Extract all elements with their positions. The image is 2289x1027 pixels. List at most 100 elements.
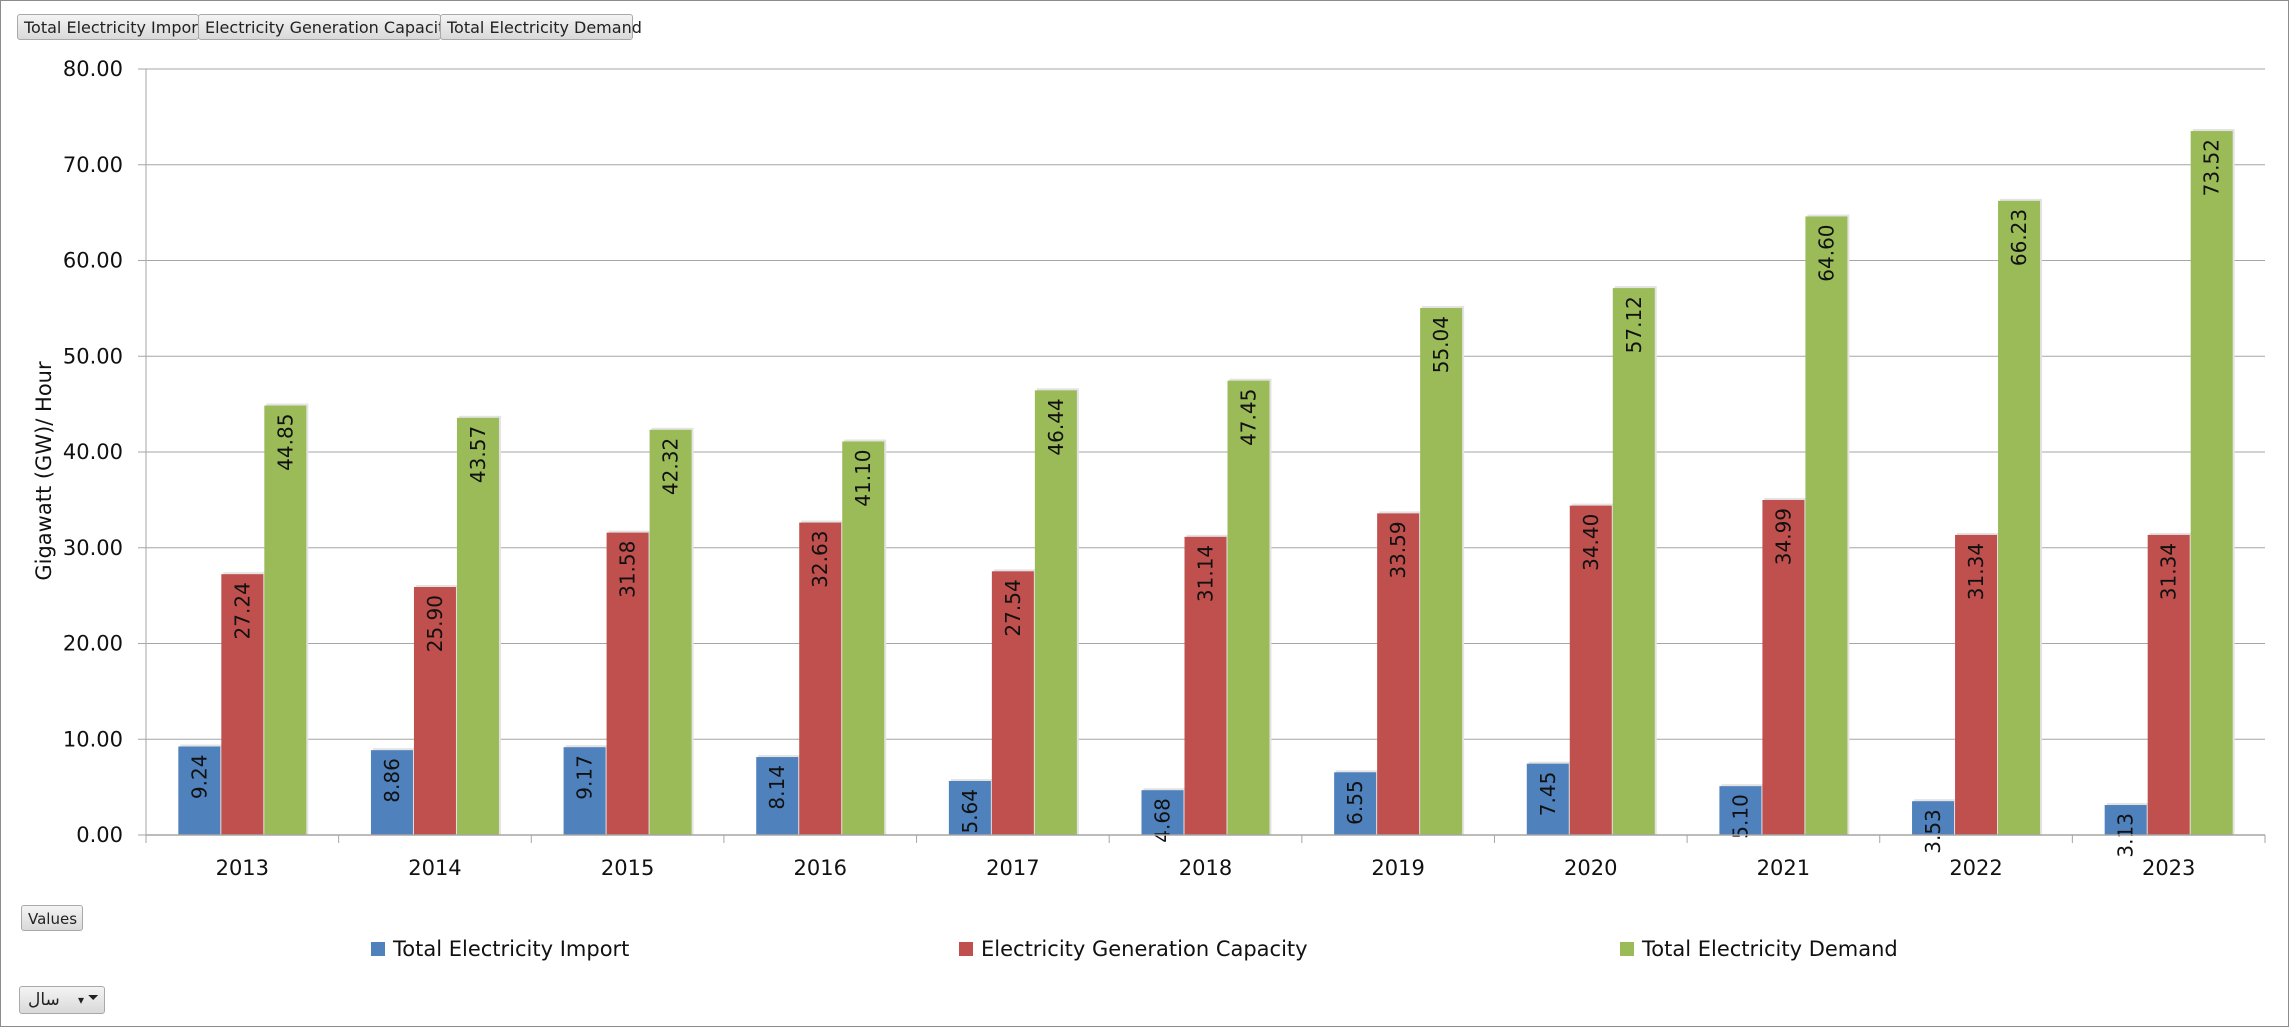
bar xyxy=(370,750,413,835)
year-filter-label: سال xyxy=(28,990,60,1010)
y-axis-title: Gigawatt (GW)/ Hour xyxy=(32,361,56,581)
data-label: 64.60 xyxy=(1814,224,1838,281)
x-tick-label: 2019 xyxy=(1371,856,1424,880)
bar xyxy=(1612,288,1655,835)
y-axis: 0.00 10.00 20.00 30.00 40.00 50.00 60.00 70.00 8… xyxy=(63,57,147,847)
data-label: 31.34 xyxy=(1964,543,1988,600)
data-label: 25.90 xyxy=(423,595,447,652)
legend-swatch-import xyxy=(371,942,385,956)
bar xyxy=(1034,390,1077,835)
data-label: 8.86 xyxy=(380,758,404,803)
bar xyxy=(756,757,799,835)
data-label: 34.40 xyxy=(1579,514,1603,571)
data-label: 32.63 xyxy=(808,531,832,588)
bar xyxy=(2190,131,2233,835)
data-label: 5.64 xyxy=(958,789,982,834)
bar xyxy=(799,522,842,835)
data-label: 33.59 xyxy=(1386,521,1410,578)
bar xyxy=(1420,307,1463,835)
bar xyxy=(1955,534,1998,835)
legend-item-import: Total Electricity Import xyxy=(371,937,630,961)
bar xyxy=(1762,499,1805,835)
bar xyxy=(991,571,1034,835)
data-label: 66.23 xyxy=(2007,209,2031,266)
data-label: 31.14 xyxy=(1194,545,1218,602)
x-tick-label: 2021 xyxy=(1757,856,1810,880)
bar xyxy=(1805,216,1848,835)
legend-label-import: Total Electricity Import xyxy=(393,937,630,961)
x-tick-label: 2013 xyxy=(216,856,269,880)
x-tick-label: 2016 xyxy=(794,856,847,880)
legend-label-capacity: Electricity Generation Capacity xyxy=(981,937,1308,961)
data-label: 47.45 xyxy=(1237,389,1261,446)
x-tick-label: 2017 xyxy=(986,856,1039,880)
data-label: 9.24 xyxy=(187,755,211,800)
data-label: 6.55 xyxy=(1343,780,1367,825)
bar xyxy=(1184,536,1227,835)
y-tick-label: 40.00 xyxy=(63,440,123,464)
field-button-demand[interactable]: Total Electricity Demand xyxy=(440,14,642,40)
data-label: 41.10 xyxy=(851,449,875,506)
data-label: 5.10 xyxy=(1728,794,1752,839)
data-label: 43.57 xyxy=(466,426,490,483)
y-tick-label: 60.00 xyxy=(63,249,123,273)
bar xyxy=(1141,790,1184,835)
legend-item-demand: Total Electricity Demand xyxy=(1620,937,1898,961)
bar xyxy=(1526,763,1569,835)
bar xyxy=(221,574,264,835)
bar xyxy=(606,532,649,835)
field-button-import[interactable]: Total Electricity Import xyxy=(17,14,204,40)
y-tick-label: 70.00 xyxy=(63,153,123,177)
data-label: 42.32 xyxy=(659,438,683,495)
y-tick-label: 0.00 xyxy=(76,823,123,847)
data-label: 27.24 xyxy=(230,582,254,639)
legend-label-demand: Total Electricity Demand xyxy=(1642,937,1898,961)
x-tick-label: 2022 xyxy=(1949,856,2002,880)
legend-swatch-demand xyxy=(1620,942,1634,956)
bar xyxy=(1998,200,2041,835)
bar xyxy=(1377,513,1420,835)
data-label: 46.44 xyxy=(1044,398,1068,455)
data-label: 31.58 xyxy=(616,541,640,598)
bar xyxy=(2147,534,2190,835)
data-label: 4.68 xyxy=(1151,798,1175,843)
field-button-capacity[interactable]: Electricity Generation Capacity xyxy=(198,14,454,40)
bar xyxy=(2104,805,2147,835)
bar xyxy=(178,746,221,835)
filter-funnel-icon: ⏷ xyxy=(87,990,99,1006)
x-tick-label: 2023 xyxy=(2142,856,2195,880)
y-tick-label: 80.00 xyxy=(63,57,123,81)
legend-item-capacity: Electricity Generation Capacity xyxy=(959,937,1308,961)
x-tick-label: 2020 xyxy=(1564,856,1617,880)
data-label: 3.53 xyxy=(1921,809,1945,854)
y-tick-label: 30.00 xyxy=(63,536,123,560)
bar xyxy=(264,405,307,835)
data-label: 34.99 xyxy=(1771,508,1795,565)
x-tick-label: 2015 xyxy=(601,856,654,880)
bar xyxy=(456,417,499,835)
data-label: 9.17 xyxy=(573,755,597,800)
bar xyxy=(842,441,885,835)
y-tick-label: 20.00 xyxy=(63,632,123,656)
x-tick-label: 2014 xyxy=(408,856,461,880)
data-label: 57.12 xyxy=(1622,296,1646,353)
dropdown-arrow-icon: ▾ xyxy=(77,993,84,1007)
x-tick-label: 2018 xyxy=(1179,856,1232,880)
legend-swatch-capacity xyxy=(959,942,973,956)
year-filter-dropdown[interactable]: سال ▾ ⏷ xyxy=(19,986,105,1014)
bar xyxy=(1334,772,1377,835)
y-tick-label: 50.00 xyxy=(63,344,123,368)
bar xyxy=(1912,801,1955,835)
x-axis: 2013 2014 2015 2016 2017 2018 2019 2020 2021 2022… xyxy=(145,834,2266,880)
data-label: 31.34 xyxy=(2157,543,2181,600)
bar xyxy=(1227,380,1270,835)
data-label: 27.54 xyxy=(1001,579,1025,636)
bar xyxy=(413,587,456,835)
y-tick-label: 10.00 xyxy=(63,727,123,751)
bar-series: 9.24 8.86 9.17 8.14 5.64 4.68 6.55 7.45 5.10 3.53… xyxy=(178,129,2235,858)
data-label: 8.14 xyxy=(765,765,789,810)
data-label: 44.85 xyxy=(273,414,297,471)
values-field-button[interactable]: Values xyxy=(21,905,83,931)
